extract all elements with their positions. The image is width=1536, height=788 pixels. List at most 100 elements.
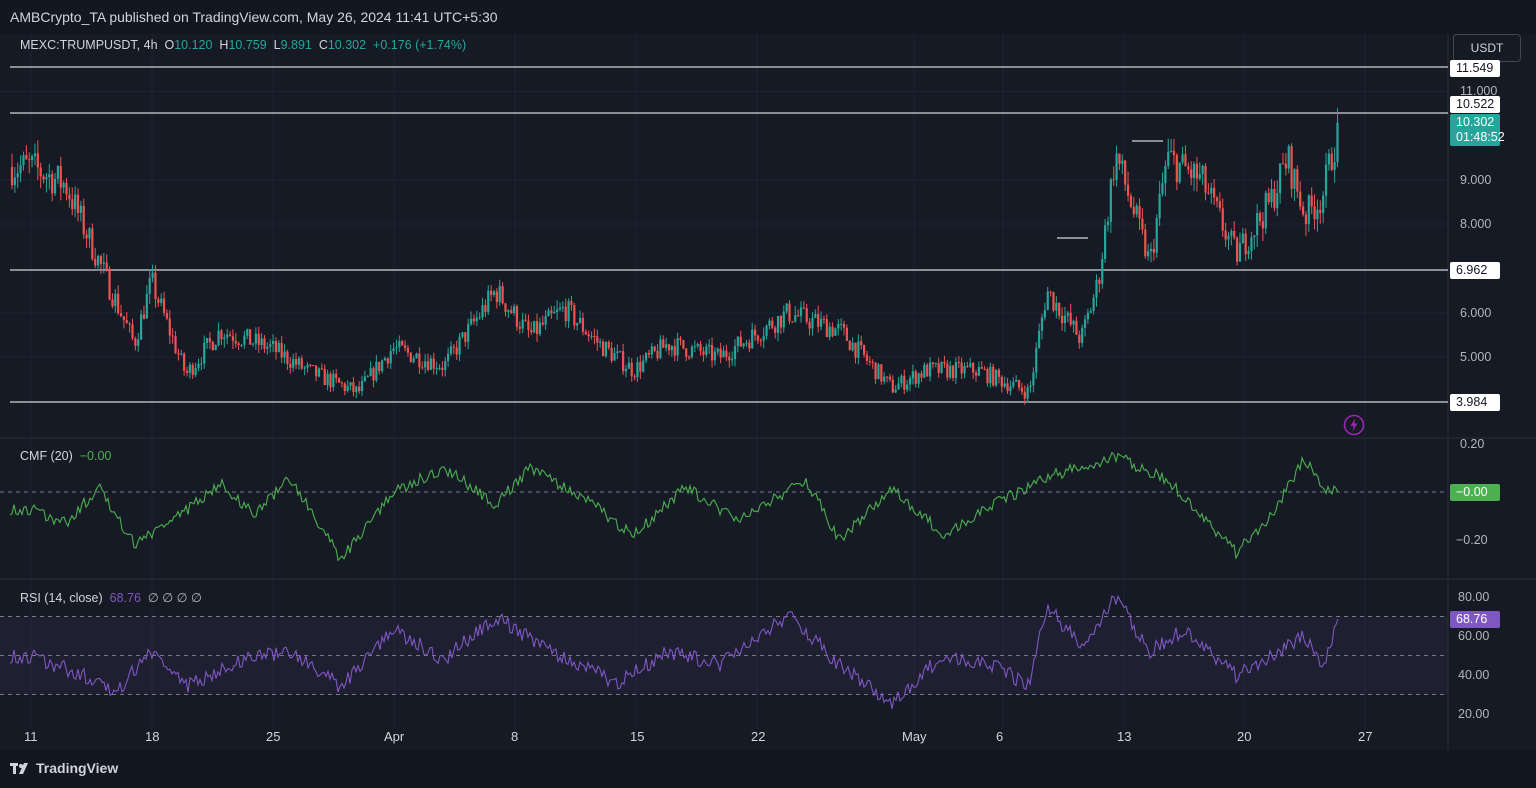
candle-body (1023, 391, 1026, 399)
candle-body (1152, 248, 1155, 253)
candle-body (822, 318, 826, 320)
candle-body (48, 174, 51, 178)
candle-body (220, 330, 223, 340)
candle-body (205, 338, 209, 343)
candle-body (91, 228, 94, 260)
currency-button[interactable]: USDT (1453, 34, 1521, 62)
candle-body (1287, 146, 1290, 169)
candle-body (960, 362, 963, 374)
candle-body (1324, 164, 1328, 196)
tradingview-logo[interactable]: TradingView (10, 760, 118, 776)
lightning-icon[interactable] (1343, 414, 1365, 436)
candle-body (716, 348, 719, 352)
candle-body (1055, 302, 1058, 311)
candle-body (421, 367, 424, 369)
candle-body (1043, 309, 1046, 318)
candle-body (1190, 169, 1193, 179)
candle-body (940, 361, 943, 373)
candle-body (1184, 154, 1187, 167)
candle-body (1333, 162, 1336, 171)
candle-body (1250, 237, 1253, 251)
candle-body (906, 384, 909, 390)
candle-body (487, 290, 490, 313)
candle-body (788, 303, 791, 322)
candle-body (260, 338, 263, 346)
candle-body (972, 363, 975, 373)
candle-body (639, 362, 642, 372)
candle-body (748, 342, 751, 349)
candle-body (885, 376, 889, 378)
candle-body (656, 350, 659, 359)
candle-body (366, 376, 369, 378)
candle-body (1063, 315, 1067, 324)
candle-body (819, 318, 823, 327)
candle-body (71, 199, 74, 210)
rsi-legend: RSI (14, close) 68.76 ∅ ∅ ∅ ∅ (20, 590, 202, 605)
candle-body (653, 346, 656, 351)
candle-body (1284, 163, 1287, 169)
candle-body (553, 312, 556, 314)
candle-body (994, 369, 998, 386)
horizontal-levels (10, 66, 1448, 403)
candle-body (197, 363, 200, 369)
candle-body (28, 159, 31, 161)
candle-body (636, 362, 639, 378)
candle-body (323, 368, 326, 386)
candle-body (246, 329, 249, 336)
cmf-tag: −0.00 (1450, 484, 1500, 501)
candle-body (1169, 150, 1173, 152)
candle-body (94, 259, 97, 266)
candle-body (817, 314, 820, 327)
cmf-axis-bottom: −0.20 (1456, 533, 1488, 547)
candle-body (670, 346, 673, 351)
candle-body (673, 346, 676, 356)
candle-body (946, 363, 949, 378)
candle-body (312, 364, 315, 366)
x-axis-label: May (902, 729, 927, 744)
candle-body (1304, 214, 1308, 224)
candle-body (349, 382, 352, 386)
candle-body (504, 303, 507, 312)
candle-body (174, 336, 177, 353)
candle-body (954, 362, 958, 379)
candle-body (596, 336, 599, 343)
candle-body (564, 306, 567, 322)
candle-body (45, 177, 48, 180)
candle-body (168, 318, 171, 336)
candle-body (142, 314, 146, 319)
candle-body (59, 165, 62, 188)
candle-body (977, 366, 980, 376)
candle-body (352, 382, 355, 393)
candle-body (251, 343, 255, 345)
candle-body (510, 310, 513, 314)
candle-body (544, 316, 547, 325)
candle-body (851, 342, 854, 351)
candle-body (805, 307, 808, 322)
candle-body (335, 373, 338, 379)
candle-body (452, 346, 455, 348)
candle-body (1204, 165, 1207, 193)
candle-body (74, 194, 77, 210)
candle-body (610, 347, 613, 361)
candle-body (742, 343, 745, 347)
candle-body (840, 323, 843, 325)
chart-canvas[interactable] (0, 34, 1536, 750)
candle-body (771, 320, 774, 328)
candle-body (1276, 193, 1279, 209)
candle-body (863, 345, 866, 355)
candle-body (630, 362, 633, 377)
candle-body (705, 346, 708, 355)
candle-body (797, 315, 800, 317)
candle-body (498, 286, 501, 302)
candle-body (917, 373, 920, 384)
candle-body (731, 359, 734, 361)
candle-body (1049, 291, 1052, 293)
candle-body (926, 364, 929, 377)
x-axis-label: 22 (751, 729, 766, 744)
candle-body (682, 339, 685, 349)
candle-body (627, 362, 630, 369)
candle-body (203, 342, 206, 364)
candle-body (297, 358, 301, 365)
candle-body (418, 353, 421, 368)
candle-body (980, 366, 983, 369)
